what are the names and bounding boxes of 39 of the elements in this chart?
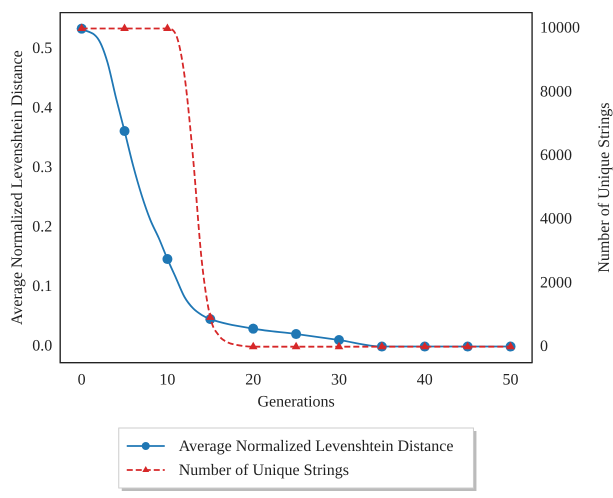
y-tick-label: 0.1 [32, 278, 52, 296]
point [334, 334, 344, 345]
y2-tick-label: 2000 [540, 274, 572, 292]
point [120, 126, 130, 136]
point [292, 342, 300, 350]
point [162, 254, 172, 264]
point [248, 342, 258, 350]
point [420, 342, 430, 350]
y-axis-title: Average Normalized Levenshtein Distance [8, 50, 26, 325]
y2-axis-title: Number of Unique Strings [596, 102, 613, 273]
point [291, 329, 302, 340]
y-tick-label: 0.4 [32, 100, 52, 117]
x-tick-label: 10 [159, 371, 176, 388]
point [163, 24, 172, 32]
point [77, 24, 86, 32]
x-tick-label: 20 [245, 371, 262, 388]
point [334, 342, 344, 350]
y-tick-label: 0.0 [32, 338, 52, 355]
point [506, 342, 515, 350]
point [120, 24, 129, 32]
legend-label: Number of Unique Strings [178, 462, 349, 480]
x-tick-label: 50 [502, 371, 519, 388]
y2-tick-label: 10000 [540, 20, 580, 37]
legend-label: Average Normalized Levenshtein Distance [178, 438, 454, 456]
point [248, 324, 258, 334]
x-tick-label: 40 [416, 371, 433, 388]
x-tick-label: 0 [78, 371, 86, 388]
y-tick-label: 0.3 [32, 159, 52, 176]
point [378, 342, 386, 350]
y2-tick-label: 6000 [540, 146, 572, 164]
y2-tick-label: 8000 [540, 83, 572, 100]
point [463, 342, 472, 350]
x-tick-label: 30 [330, 371, 347, 388]
y-tick-label: 0.2 [32, 218, 52, 236]
y2-tick-label: 4000 [540, 210, 572, 228]
y2-tick-label: 0 [540, 338, 548, 355]
y-tick-label: 0.5 [32, 40, 52, 58]
x-axis-title: Generations [257, 394, 335, 411]
point [206, 312, 215, 320]
